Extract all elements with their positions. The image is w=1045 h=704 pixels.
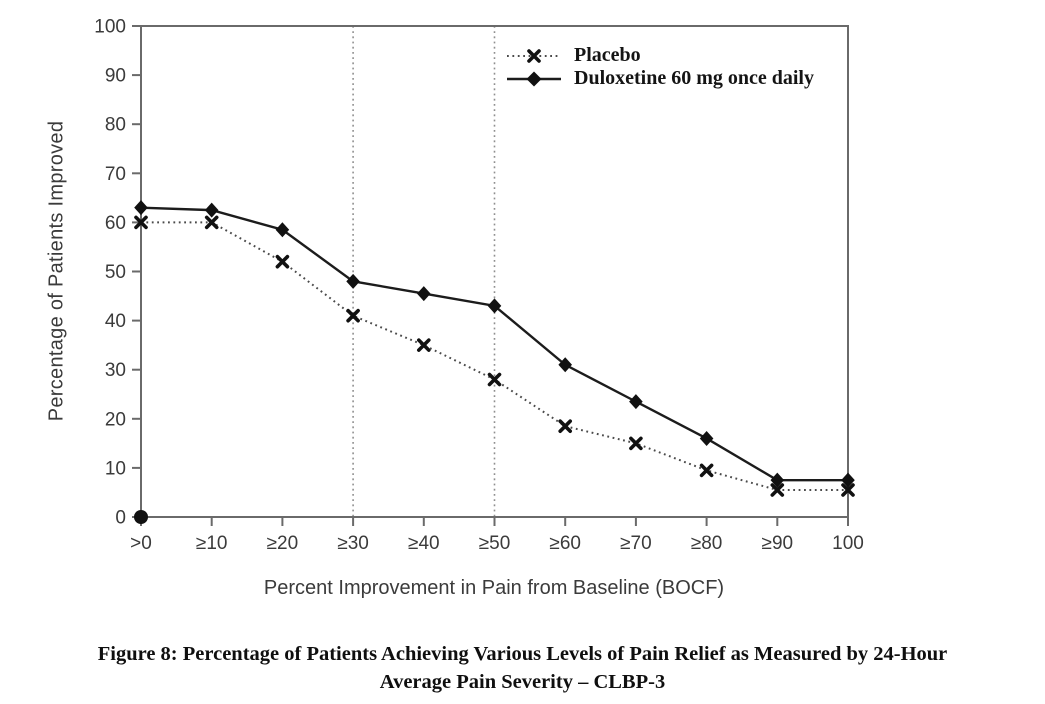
y-tick-label: 40 [105,311,126,332]
data-point [487,372,502,387]
x-tick-label: ≥60 [549,533,581,554]
y-axis-title: Percentage of Patients Improved [45,120,68,422]
duloxetine-marker-icon [507,71,561,86]
x-axis: >0 ≥10 ≥20 ≥30 ≥40 ≥50 ≥60 ≥70 ≥80 ≥90 100 [130,517,864,554]
x-tick-label: ≥70 [620,533,652,554]
x-tick-label: ≥20 [267,533,299,554]
figure-caption-line1: Figure 8: Percentage of Patients Achievi… [97,643,948,665]
x-tick-label: >0 [130,533,152,554]
x-tick-label: 100 [832,533,864,554]
y-tick-label: 100 [94,17,126,38]
legend: Placebo Duloxetine 60 mg once daily [505,44,814,90]
data-point [558,357,572,373]
data-point [134,215,148,230]
data-point [770,472,785,488]
data-point [699,430,714,446]
y-axis: 0 10 20 30 40 50 60 70 80 90 100 [94,17,141,529]
data-point [841,483,855,497]
series-duloxetine [134,200,855,488]
legend-label-placebo: Placebo [574,44,641,66]
origin-dot [134,510,148,524]
data-point [770,483,785,497]
data-point [699,463,714,478]
legend-label-duloxetine: Duloxetine 60 mg once daily [574,67,814,89]
data-point [346,308,360,323]
data-point [275,254,290,269]
data-point [275,222,290,238]
x-tick-label: ≥90 [762,533,794,554]
data-point [629,436,643,451]
y-tick-label: 30 [105,360,126,381]
data-point [417,286,431,302]
data-point [629,394,643,410]
legend-item-duloxetine: Duloxetine 60 mg once daily [505,67,814,90]
data-point [841,472,855,488]
data-point [487,298,502,314]
x-tick-label: ≥40 [408,533,440,554]
data-point [204,215,219,230]
data-point [346,273,360,289]
y-tick-label: 0 [115,508,126,529]
y-tick-label: 20 [105,409,126,430]
x-tick-label: ≥30 [337,533,369,554]
line-chart: 0 10 20 30 40 50 60 70 80 90 100 >0 ≥10 ≥20 ≥30 ≥40 ≥50 ≥… [94,17,864,555]
legend-item-placebo: Placebo [505,44,814,67]
figure-caption-line2: Average Pain Severity – CLBP-3 [379,671,666,694]
placebo-marker-icon [507,48,561,63]
data-point [558,419,572,433]
y-tick-label: 70 [105,164,126,185]
x-tick-label: ≥80 [691,533,723,554]
series-placebo [134,215,855,497]
x-tick-label: ≥50 [479,533,511,554]
placebo-line [141,221,848,491]
y-tick-label: 60 [105,213,126,234]
y-tick-label: 90 [105,66,126,87]
figure-caption: Figure 8: Percentage of Patients Achievi… [0,640,1045,697]
data-point [134,200,148,216]
y-tick-label: 50 [105,262,126,283]
x-axis-title: Percent Improvement in Pain from Baselin… [263,577,725,599]
data-point [417,338,431,352]
y-tick-label: 80 [105,115,126,136]
y-tick-label: 10 [105,458,126,479]
x-tick-label: ≥10 [196,533,228,554]
data-point [204,202,219,218]
